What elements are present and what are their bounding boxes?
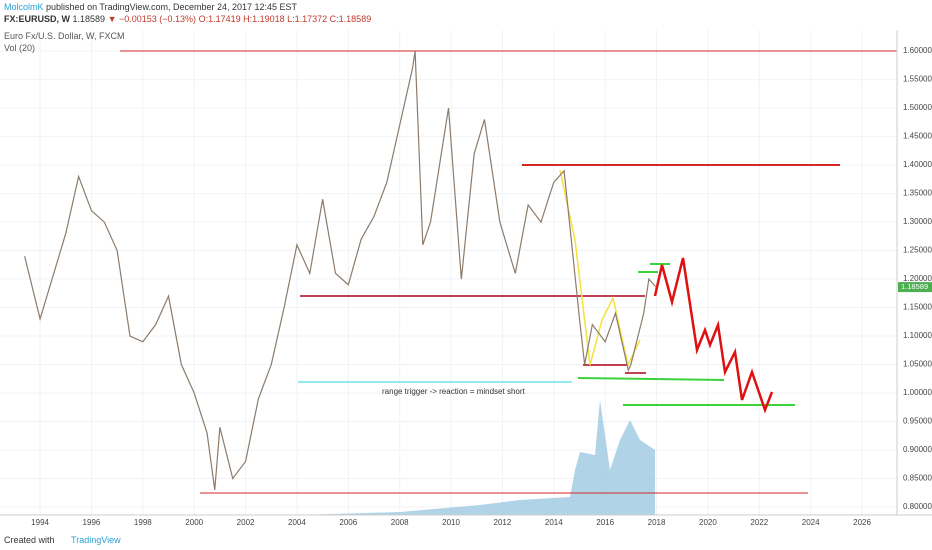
y-tick-label: 1.20000 [903, 274, 932, 283]
x-tick-label: 2020 [699, 518, 717, 527]
y-tick-label: 1.45000 [903, 132, 932, 141]
x-tick-label: 2012 [494, 518, 512, 527]
x-tick-label: 1998 [134, 518, 152, 527]
y-tick-label: 1.15000 [903, 303, 932, 312]
grid [0, 30, 897, 515]
x-tick-label: 2006 [339, 518, 357, 527]
symbol: FX:EURUSD, W [4, 14, 70, 24]
y-tick-label: 1.00000 [903, 388, 932, 397]
y-tick-label: 0.80000 [903, 502, 932, 511]
ohlc: O:1.17419 H:1.19018 L:1.17372 C:1.18589 [198, 14, 372, 24]
x-tick-label: 2018 [648, 518, 666, 527]
x-tick-label: 2022 [750, 518, 768, 527]
x-tick-label: 2014 [545, 518, 563, 527]
x-tick-label: 2008 [391, 518, 409, 527]
x-tick-label: 2004 [288, 518, 306, 527]
price-line [24, 50, 657, 491]
x-tick-label: 2024 [802, 518, 820, 527]
y-tick-label: 1.25000 [903, 246, 932, 255]
x-tick-label: 1994 [31, 518, 49, 527]
y-tick-label: 1.55000 [903, 75, 932, 84]
y-tick-label: 1.60000 [903, 46, 932, 55]
published: published on TradingView.com, December 2… [46, 2, 298, 12]
footer: Created with TradingView [4, 535, 121, 545]
brand: TradingView [71, 535, 121, 545]
y-tick-label: 1.10000 [903, 331, 932, 340]
header-line: MolcolmK published on TradingView.com, D… [4, 2, 297, 12]
instrument: Euro Fx/U.S. Dollar, W, FXCM [4, 31, 125, 41]
x-tick-label: 2010 [442, 518, 460, 527]
annotation: range trigger -> reaction = mindset shor… [382, 387, 526, 396]
y-tick-label: 0.85000 [903, 474, 932, 483]
plot [24, 50, 657, 491]
y-tick-label: 1.30000 [903, 217, 932, 226]
created: Created with [4, 535, 55, 545]
target-line [577, 377, 725, 381]
x-tick-label: 2000 [185, 518, 203, 527]
author: MolcolmK [4, 2, 44, 12]
y-tick-label: 1.05000 [903, 360, 932, 369]
header-line: FX:EURUSD, W 1.18589 ▼ −0.00153 (−0.13%)… [4, 14, 371, 24]
pattern-drawing [559, 169, 641, 368]
y-tick-label: 1.35000 [903, 189, 932, 198]
last-price-label: 1.18589 [901, 282, 928, 291]
x-tick-label: 2002 [237, 518, 255, 527]
change: ▼ −0.00153 (−0.13%) [107, 14, 197, 24]
last-price-box [898, 282, 932, 293]
volume [300, 400, 655, 515]
indicator: Vol (20) [4, 43, 36, 53]
y-tick-label: 0.95000 [903, 417, 932, 426]
x-tick-label: 1996 [83, 518, 101, 527]
last: 1.18589 [72, 14, 106, 24]
y-tick-label: 0.90000 [903, 445, 932, 454]
y-tick-label: 1.40000 [903, 160, 932, 169]
x-tick-label: 2016 [596, 518, 614, 527]
y-tick-label: 1.50000 [903, 103, 932, 112]
x-tick-label: 2026 [853, 518, 871, 527]
projection-drawing [653, 257, 774, 414]
